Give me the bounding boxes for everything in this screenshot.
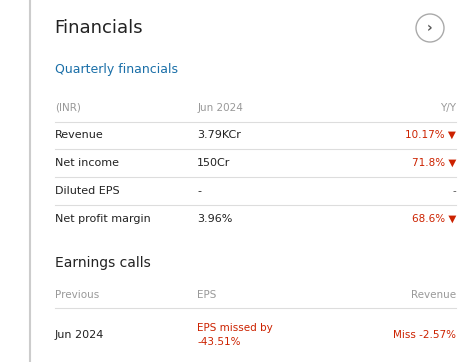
Text: EPS: EPS: [197, 290, 217, 300]
Text: Miss -2.57%: Miss -2.57%: [393, 330, 456, 340]
Text: Y/Y: Y/Y: [440, 103, 456, 113]
Text: Net profit margin: Net profit margin: [55, 214, 151, 224]
Text: Jun 2024: Jun 2024: [55, 330, 104, 340]
Text: 3.79KCr: 3.79KCr: [197, 130, 241, 140]
Text: (INR): (INR): [55, 103, 80, 113]
Text: 150Cr: 150Cr: [197, 158, 230, 168]
Text: -: -: [452, 186, 456, 196]
Text: ›: ›: [427, 21, 433, 35]
Text: 71.8% ▼: 71.8% ▼: [412, 158, 456, 168]
Text: Diluted EPS: Diluted EPS: [55, 186, 119, 196]
Text: Revenue: Revenue: [55, 130, 104, 140]
Text: Quarterly financials: Quarterly financials: [55, 63, 178, 76]
Text: Earnings calls: Earnings calls: [55, 256, 151, 270]
Text: Jun 2024: Jun 2024: [197, 103, 243, 113]
Text: EPS missed by
-43.51%: EPS missed by -43.51%: [197, 323, 273, 347]
Text: Financials: Financials: [55, 19, 143, 37]
Text: Revenue: Revenue: [411, 290, 456, 300]
Text: 3.96%: 3.96%: [197, 214, 232, 224]
Text: Previous: Previous: [55, 290, 99, 300]
Text: 68.6% ▼: 68.6% ▼: [412, 214, 456, 224]
Text: Net income: Net income: [55, 158, 119, 168]
Text: -: -: [197, 186, 201, 196]
Text: 10.17% ▼: 10.17% ▼: [405, 130, 456, 140]
